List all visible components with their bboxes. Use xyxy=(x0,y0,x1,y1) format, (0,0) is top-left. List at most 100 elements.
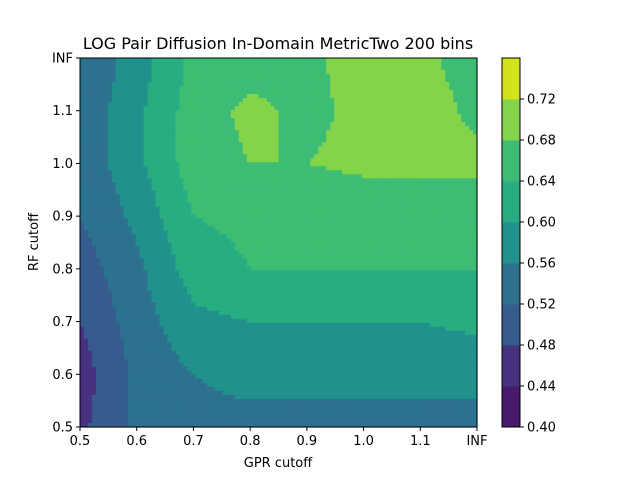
contour-cell xyxy=(437,62,442,67)
contour-cell xyxy=(250,102,256,107)
contour-cell xyxy=(175,106,180,111)
contour-cell xyxy=(417,182,423,187)
contour-cell xyxy=(413,222,419,228)
contour-cell xyxy=(298,142,303,147)
contour-cell xyxy=(167,162,172,167)
contour-cell xyxy=(381,158,387,163)
contour-cell xyxy=(437,82,442,87)
contour-cell xyxy=(167,206,172,212)
contour-cell xyxy=(191,154,196,159)
contour-cell xyxy=(246,154,252,159)
contour-cell xyxy=(294,94,299,99)
contour-cell xyxy=(238,106,244,111)
contour-cell xyxy=(314,254,319,260)
contour-cell xyxy=(409,250,415,256)
contour-cell xyxy=(218,94,224,99)
contour-cell xyxy=(230,90,236,95)
contour-cell xyxy=(326,254,331,260)
contour-cell xyxy=(159,158,164,163)
contour-cell xyxy=(80,106,85,111)
contour-cell xyxy=(119,170,125,175)
contour-cell xyxy=(175,234,180,240)
contour-cell xyxy=(123,70,129,75)
contour-cell xyxy=(349,206,355,212)
contour-cell xyxy=(254,110,260,115)
contour-cell xyxy=(278,178,284,183)
contour-cell xyxy=(365,242,371,248)
contour-cell xyxy=(191,222,196,228)
contour-cell xyxy=(401,106,407,111)
contour-cell xyxy=(457,202,462,207)
contour-cell xyxy=(318,90,323,95)
contour-cell xyxy=(457,166,462,171)
contour-cell xyxy=(238,146,244,151)
contour-cell xyxy=(238,210,244,216)
contour-cell xyxy=(254,246,260,252)
contour-cell xyxy=(326,202,331,207)
contour-cell xyxy=(405,178,411,183)
contour-cell xyxy=(187,182,192,187)
contour-cell xyxy=(453,238,458,244)
contour-cell xyxy=(425,94,430,99)
contour-cell xyxy=(99,238,105,244)
contour-cell xyxy=(250,182,256,187)
contour-cell xyxy=(139,206,145,212)
contour-cell xyxy=(99,106,105,111)
contour-cell xyxy=(195,174,200,179)
contour-cell xyxy=(349,110,355,115)
contour-cell xyxy=(389,142,395,147)
contour-cell xyxy=(278,82,284,87)
contour-cell xyxy=(298,198,303,203)
contour-cell xyxy=(270,98,276,103)
contour-cell xyxy=(250,254,256,260)
contour-cell xyxy=(187,186,192,191)
contour-cell xyxy=(349,82,355,87)
contour-cell xyxy=(111,214,117,220)
contour-cell xyxy=(95,82,101,87)
contour-cell xyxy=(322,202,327,207)
contour-cell xyxy=(230,174,236,179)
contour-cell xyxy=(465,138,470,143)
contour-cell xyxy=(342,82,347,87)
contour-cell xyxy=(453,222,458,228)
contour-cell xyxy=(230,106,236,111)
contour-cell xyxy=(187,98,192,103)
contour-cell xyxy=(393,162,399,167)
contour-cell xyxy=(80,70,85,75)
contour-cell xyxy=(465,142,470,147)
contour-cell xyxy=(405,150,411,155)
contour-cell xyxy=(298,174,303,179)
contour-cell xyxy=(421,90,426,95)
contour-cell xyxy=(270,74,276,79)
contour-cell xyxy=(461,122,466,127)
contour-cell xyxy=(453,242,458,248)
contour-cell xyxy=(377,86,383,91)
contour-cell xyxy=(473,130,478,135)
contour-cell xyxy=(393,174,399,179)
contour-cell xyxy=(83,126,89,131)
contour-cell xyxy=(453,206,458,212)
contour-cell xyxy=(310,254,315,260)
contour-cell xyxy=(163,158,168,163)
contour-cell xyxy=(294,158,299,163)
contour-cell xyxy=(429,182,434,187)
contour-cell xyxy=(203,218,208,224)
contour-cell xyxy=(131,114,137,119)
contour-cell xyxy=(357,142,363,147)
contour-cell xyxy=(449,150,454,155)
contour-cell xyxy=(417,82,423,87)
contour-cell xyxy=(338,254,343,260)
contour-cell xyxy=(282,254,288,260)
contour-cell xyxy=(250,78,256,83)
contour-cell xyxy=(99,154,105,159)
contour-cell xyxy=(334,146,339,151)
contour-cell xyxy=(413,62,419,67)
contour-cell xyxy=(270,150,276,155)
contour-cell xyxy=(361,202,367,207)
contour-cell xyxy=(413,230,419,236)
contour-cell xyxy=(457,70,462,75)
contour-cell xyxy=(389,78,395,83)
contour-cell xyxy=(449,194,454,199)
contour-cell xyxy=(338,58,343,63)
contour-cell xyxy=(357,174,363,179)
